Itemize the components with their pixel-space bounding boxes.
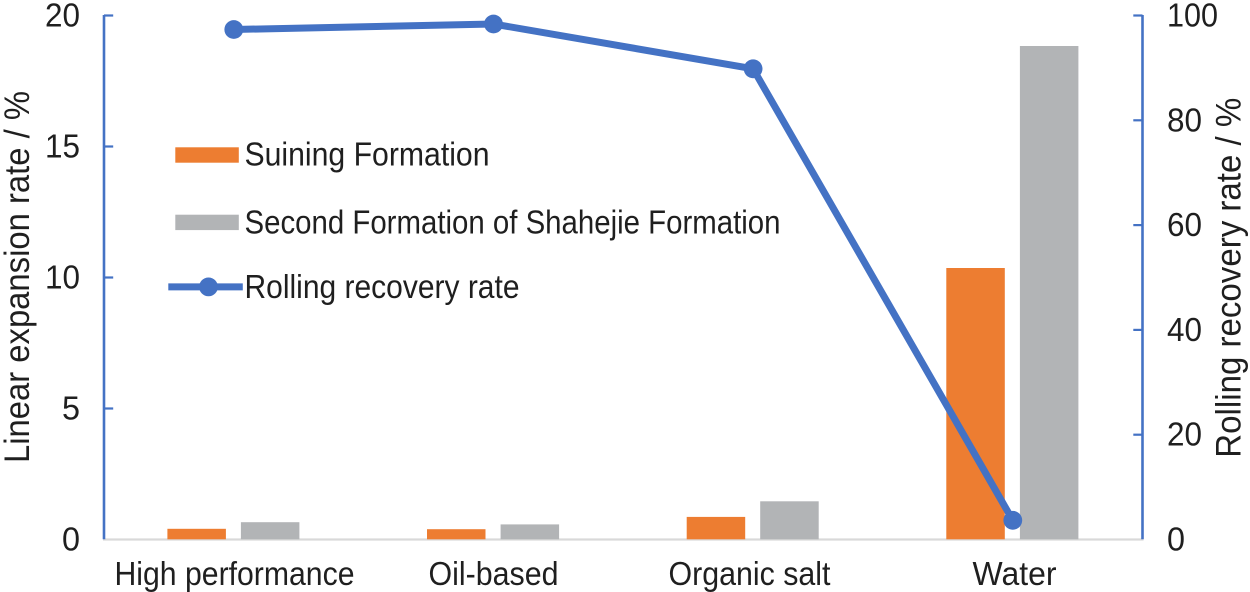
svg-text:Organic salt: Organic salt [669,555,831,592]
svg-text:100: 100 [1167,0,1218,34]
svg-text:60: 60 [1167,206,1202,243]
svg-text:0: 0 [1167,521,1185,558]
svg-text:Second Formation of Shahejie F: Second Formation of Shahejie Formation [245,203,781,240]
svg-text:40: 40 [1167,311,1202,348]
svg-text:Rolling recovery rate / %: Rolling recovery rate / % [1210,98,1249,458]
svg-text:15: 15 [45,128,80,165]
svg-text:Oil-based: Oil-based [429,555,559,592]
svg-text:20: 20 [1167,416,1202,453]
svg-text:10: 10 [45,259,80,296]
svg-text:5: 5 [62,390,80,427]
svg-text:High performance: High performance [115,555,355,592]
svg-text:0: 0 [62,521,80,558]
svg-text:Suining Formation: Suining Formation [245,135,490,172]
svg-text:Rolling recovery rate: Rolling recovery rate [245,268,520,305]
svg-text:20: 20 [45,0,80,34]
svg-text:Water: Water [973,555,1057,592]
svg-text:Linear expansion rate / %: Linear expansion rate / % [0,91,37,463]
svg-text:80: 80 [1167,101,1202,138]
